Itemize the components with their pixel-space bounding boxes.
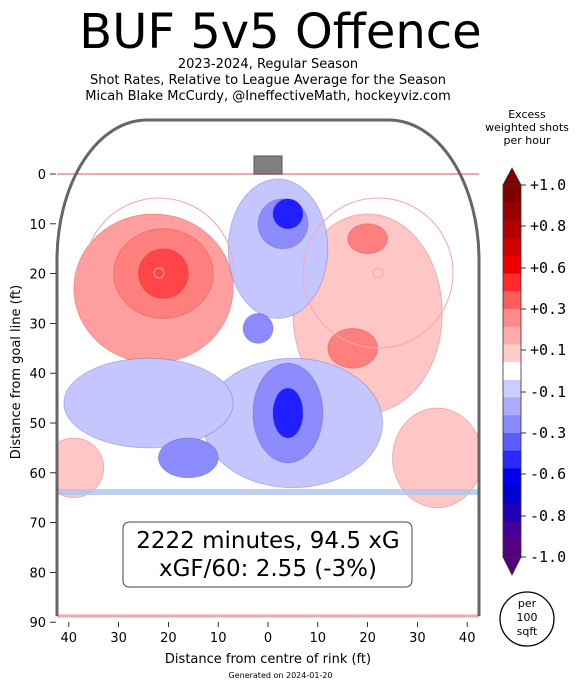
- y-tick-label: 0: [38, 168, 46, 183]
- heatmap-region: [242, 312, 274, 344]
- heatmap-region: [272, 387, 304, 439]
- unit-badge: per 100 sqft: [499, 591, 555, 647]
- y-tick-label: 40: [29, 367, 46, 382]
- subtitle-author: Micah Blake McCurdy, @IneffectiveMath, h…: [85, 89, 451, 104]
- rink-boards: [55, 118, 481, 616]
- generated-date: Generated on 2024-01-20: [228, 671, 333, 680]
- y-tick-label: 90: [29, 616, 46, 631]
- colorbar-frame: [502, 184, 522, 558]
- heatmap-region: [272, 198, 304, 230]
- colorbar-tick-label: +0.8: [530, 217, 566, 235]
- unit-badge-line: sqft: [517, 625, 538, 638]
- y-tick-label: 70: [29, 517, 46, 532]
- colorbar-step: [503, 291, 521, 310]
- colorbar-step: [503, 397, 521, 416]
- colorbar-tick-label: +0.1: [530, 341, 566, 359]
- colorbar-tick-label: +1.0: [530, 176, 566, 194]
- x-tick-label: 40: [61, 631, 78, 646]
- y-tick-label: 80: [29, 566, 46, 581]
- colorbar-bottom-arrow: [502, 556, 522, 576]
- colorbar-step: [503, 238, 521, 257]
- colorbar-title-line: Excess: [508, 108, 546, 121]
- colorbar-tick-label: -0.3: [530, 424, 566, 442]
- colorbar-tick-label: -0.8: [530, 507, 566, 525]
- subtitle-season: 2023-2024, Regular Season: [177, 57, 359, 72]
- colorbar-step: [503, 255, 521, 275]
- y-tick-label: 30: [29, 317, 46, 332]
- stats-box: 2222 minutes, 94.5 xG xGF/60: 2.55 (-3%): [122, 521, 413, 588]
- colorbar-tick-label: +0.3: [530, 300, 566, 318]
- colorbar-step: [503, 468, 521, 487]
- x-axis: 40 30 20 10 0 10 20 30 40 Distance from centre o…: [61, 622, 476, 667]
- stats-line-xgf: xGF/60: 2.55 (-3%): [159, 556, 377, 582]
- stats-box-frame: [122, 521, 413, 588]
- x-tick-label: 20: [160, 631, 177, 646]
- colorbar-step: [503, 415, 521, 434]
- y-tick-label: 50: [29, 417, 46, 432]
- faceoff-circle-right: [302, 197, 454, 349]
- colorbar-step: [503, 202, 521, 221]
- faceoff-circle-left: [83, 197, 235, 349]
- colorbar-step: [503, 185, 521, 204]
- colorbar-title: Excess weighted shots per hour: [472, 108, 581, 147]
- goal-net: [253, 155, 283, 175]
- x-tick-label: 0: [264, 631, 272, 646]
- colorbar-step: [503, 362, 521, 381]
- colorbar-step: [503, 450, 521, 469]
- colorbar-step: [503, 521, 521, 540]
- blue-line: [57, 489, 479, 495]
- unit-badge-circle: [499, 591, 555, 647]
- x-tick-label: 20: [359, 631, 376, 646]
- colorbar-step: [503, 344, 521, 363]
- colorbar-tick-label: -0.1: [530, 383, 566, 401]
- colorbar-top-arrow: [502, 167, 522, 186]
- heatmap-region: [157, 437, 219, 479]
- chart-title: BUF 5v5 Offence: [79, 4, 482, 60]
- heatmap-region: [347, 223, 389, 255]
- subtitle-description: Shot Rates, Relative to League Average f…: [89, 73, 447, 88]
- colorbar-title-line: per hour: [503, 134, 551, 147]
- colorbar: +1.0 +0.8 +0.6 +0.3 +0.1 -0.1 -0.3 -0.6 -0.8 -1.0: [502, 167, 566, 576]
- heatmap-region: [63, 357, 234, 449]
- colorbar-tick-label: +0.6: [530, 259, 566, 277]
- x-tick-label: 30: [409, 631, 426, 646]
- stats-line-minutes: 2222 minutes, 94.5 xG: [136, 528, 400, 554]
- heatmap-regions: [57, 178, 479, 509]
- colorbar-step: [503, 326, 521, 345]
- colorbar-tick-label: -1.0: [530, 548, 566, 566]
- faceoff-dot-right: [372, 267, 384, 279]
- y-axis: 0 10 20 30 40 50 60 70 80 90 Distance from goal l…: [9, 168, 56, 631]
- colorbar-step: [503, 486, 521, 505]
- unit-badge-line: per: [518, 597, 537, 610]
- colorbar-title-line: weighted shots: [485, 121, 569, 134]
- colorbar-step: [503, 433, 521, 452]
- faceoff-dot-left: [153, 267, 165, 279]
- x-tick-label: 10: [210, 631, 227, 646]
- heatmap-region: [57, 437, 105, 499]
- x-axis-label: Distance from centre of rink (ft): [165, 652, 371, 667]
- colorbar-tick-label: -0.6: [530, 465, 566, 483]
- colorbar-step: [503, 309, 521, 328]
- colorbar-step: [503, 503, 521, 523]
- unit-badge-line: 100: [517, 611, 538, 624]
- y-tick-label: 60: [29, 467, 46, 482]
- rink-markings: [55, 118, 481, 618]
- heatmap-region: [392, 407, 479, 509]
- x-tick-label: 40: [459, 631, 476, 646]
- x-tick-label: 10: [310, 631, 327, 646]
- colorbar-step: [503, 379, 521, 399]
- heatmap-region: [138, 248, 189, 300]
- colorbar-step: [503, 220, 521, 239]
- y-tick-label: 20: [29, 268, 46, 283]
- colorbar-step: [503, 539, 521, 558]
- colorbar-step: [503, 273, 521, 292]
- y-tick-label: 10: [29, 218, 46, 233]
- y-axis-label: Distance from goal line (ft): [9, 285, 24, 459]
- x-tick-label: 30: [110, 631, 127, 646]
